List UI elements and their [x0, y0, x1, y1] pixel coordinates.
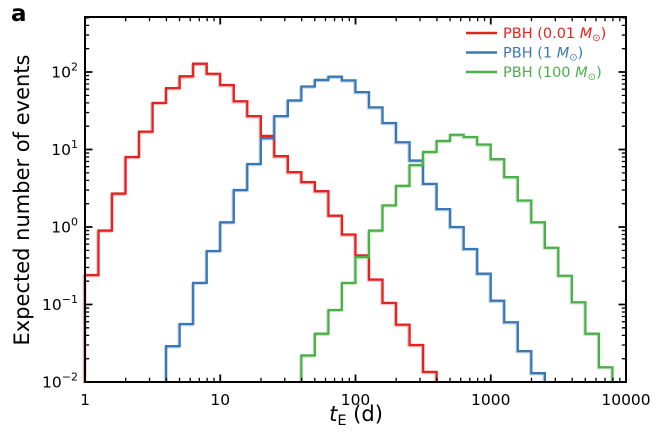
y-tick-label-1e2: 102 [51, 61, 78, 82]
x-axis-label-variable: t [329, 402, 338, 426]
x-tick-label-1: 1 [80, 391, 90, 409]
y-tick-label-1e-1: 10−1 [42, 293, 78, 314]
x-axis-label: tE (d) [329, 402, 383, 429]
y-tick-label-1e-2: 10−2 [42, 371, 78, 392]
series-halo-2 [163, 76, 545, 384]
legend-label-pbh-100-msun: PBH (100 M⊙) [503, 65, 602, 83]
legend-label-pbh-0.01-msun: PBH (0.01 M⊙) [503, 26, 606, 44]
legend-label-pbh-1-msun: PBH (1 M⊙) [503, 46, 583, 64]
series-pbh-1-msun [165, 75, 546, 382]
y-tick-label-1e1: 101 [51, 138, 78, 159]
x-tick-label-10: 10 [210, 391, 230, 409]
series-pbh-100-msun [300, 133, 614, 382]
legend: PBH (0.01 M⊙) PBH (1 M⊙)PBH (100 M⊙) [466, 26, 606, 83]
legend-item-pbh-100-msun: PBH (100 M⊙) [466, 65, 602, 83]
series-halo-3 [299, 134, 613, 384]
axes-frame [84, 16, 627, 383]
x-axis-label-subscript: E [337, 413, 347, 429]
y-tick-label-1e0: 100 [51, 216, 78, 237]
panel-label: a [11, 1, 27, 27]
x-tick-label-100: 100 [341, 391, 371, 409]
legend-item-pbh-0.01-msun: PBH (0.01 M⊙) [466, 26, 606, 44]
series-pbh-0.01-msun [83, 62, 438, 382]
x-tick-label-1000: 1000 [471, 391, 510, 409]
legend-item-pbh-1-msun: PBH (1 M⊙) [466, 46, 583, 64]
series-group [82, 62, 614, 384]
minor-ticks [85, 17, 626, 382]
x-tick-label-10000: 10000 [601, 391, 650, 409]
y-axis-label: Expected number of events [10, 54, 34, 346]
x-axis-label-unit: (d) [346, 402, 383, 426]
